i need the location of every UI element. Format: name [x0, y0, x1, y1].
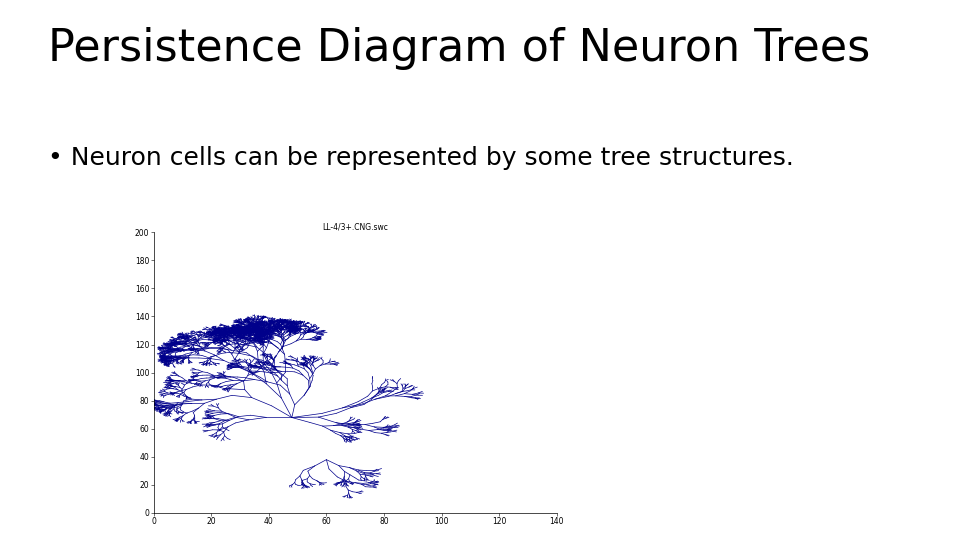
Text: Persistence Diagram of Neuron Trees: Persistence Diagram of Neuron Trees: [48, 27, 871, 70]
Text: • Neuron cells can be represented by some tree structures.: • Neuron cells can be represented by som…: [48, 146, 794, 170]
Title: LL-4/3+.CNG.swc: LL-4/3+.CNG.swc: [323, 222, 388, 232]
